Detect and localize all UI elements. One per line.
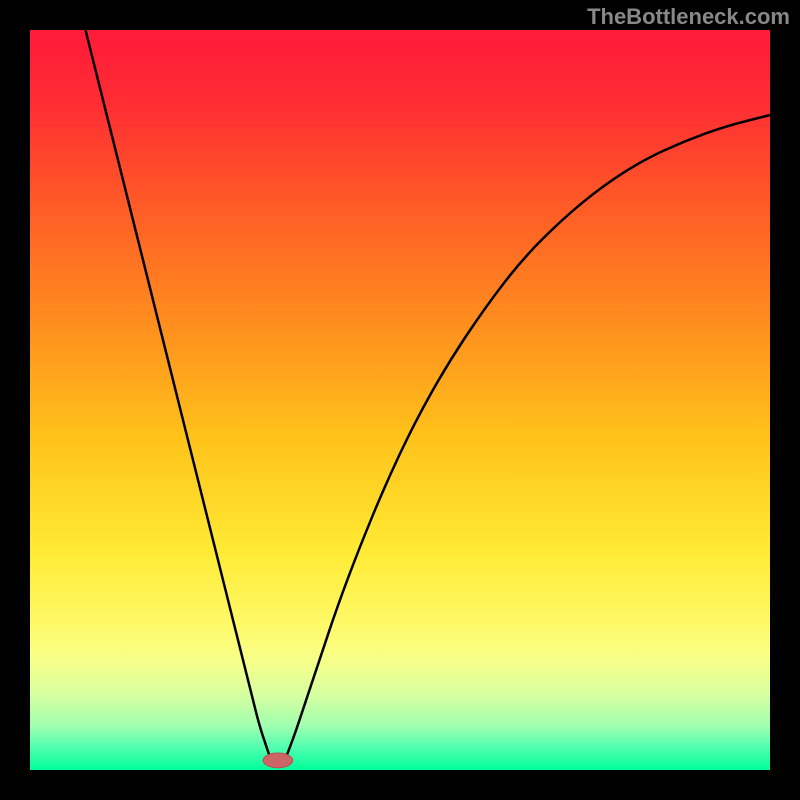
gradient-background — [30, 30, 770, 770]
watermark-text: TheBottleneck.com — [587, 4, 790, 30]
bottleneck-marker — [263, 753, 293, 768]
bottleneck-chart — [30, 30, 770, 770]
plot-area — [30, 30, 770, 770]
chart-container: TheBottleneck.com — [0, 0, 800, 800]
